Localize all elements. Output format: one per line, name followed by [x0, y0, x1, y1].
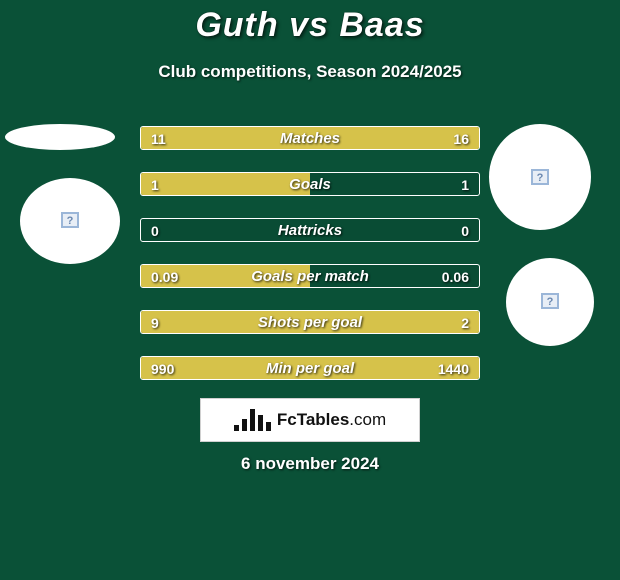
- vs-label: vs: [289, 6, 329, 44]
- stat-row: 92Shots per goal: [140, 310, 480, 334]
- stat-row: 11Goals: [140, 172, 480, 196]
- player-a-name: Guth: [195, 6, 278, 44]
- date-label: 6 november 2024: [0, 454, 620, 474]
- placeholder-icon: [61, 212, 79, 228]
- placeholder-icon: [531, 169, 549, 185]
- brand-text: FcTables.com: [277, 410, 386, 430]
- player-b-name: Baas: [339, 6, 424, 44]
- stat-row: 0.090.06Goals per match: [140, 264, 480, 288]
- stat-label: Min per goal: [141, 357, 479, 380]
- subtitle: Club competitions, Season 2024/2025: [0, 62, 620, 82]
- brand-bars-icon: [234, 409, 271, 431]
- brand-box: FcTables.com: [200, 398, 420, 442]
- placeholder-icon: [541, 293, 559, 309]
- stats-comparison: 1116Matches 11Goals 00Hattricks 0.090.06Goa…: [140, 126, 480, 402]
- stat-row: 1116Matches: [140, 126, 480, 150]
- brand-tld: .com: [349, 410, 386, 429]
- brand-name: FcTables: [277, 410, 349, 429]
- stat-row: 00Hattricks: [140, 218, 480, 242]
- page-title: Guth vs Baas: [0, 6, 620, 45]
- stat-label: Goals per match: [141, 265, 479, 288]
- stat-label: Goals: [141, 173, 479, 196]
- decor-ellipse-left: [5, 124, 115, 150]
- stat-label: Hattricks: [141, 219, 479, 242]
- stat-row: 9901440Min per goal: [140, 356, 480, 380]
- stat-label: Matches: [141, 127, 479, 150]
- stat-label: Shots per goal: [141, 311, 479, 334]
